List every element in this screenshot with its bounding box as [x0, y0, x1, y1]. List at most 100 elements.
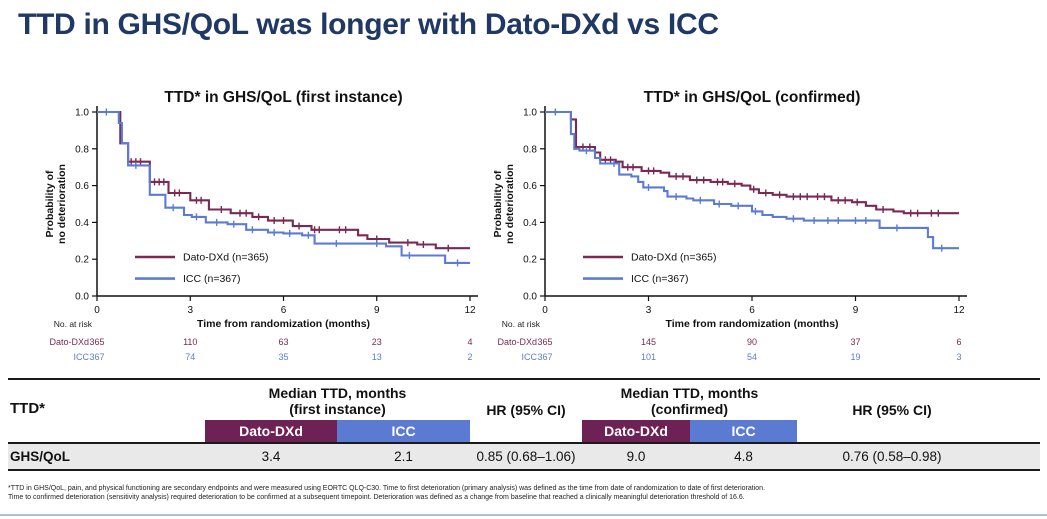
at-risk-count: 145	[641, 337, 656, 347]
footnote-line-1: *TTD in GHS/QoL, pain, and physical func…	[8, 485, 766, 492]
icc-step-line	[97, 110, 470, 264]
x-tick-label: 12	[464, 305, 476, 316]
subheader-dato-confirmed: Dato-DXd	[582, 420, 690, 442]
km-chart-first-instance: TTD* in GHS/QoL (first instance) Probabil…	[44, 89, 478, 362]
subheader-spacer	[797, 420, 987, 442]
y-tick-label: 0.2	[75, 255, 89, 266]
subheader-dato-first: Dato-DXd	[205, 420, 337, 442]
y-tick-label: 0.8	[523, 144, 537, 155]
bottom-divider	[0, 514, 1047, 516]
summary-table-subheader-row: Dato-DXd ICC Dato-DXd ICC	[8, 420, 1040, 442]
at-risk-count: 365	[537, 337, 552, 347]
icc-curve	[97, 108, 470, 267]
x-axis-label: Time from randomization (months)	[197, 318, 370, 330]
charts-row: TTD* in GHS/QoL (first instance) Probabil…	[14, 84, 1047, 376]
x-tick-label: 6	[281, 305, 287, 316]
at-risk-count: 101	[641, 352, 656, 362]
at-risk-header: No. at risk	[502, 319, 541, 329]
cell-median-icc-first: 2.1	[394, 449, 413, 464]
y-axis-label: Probability of	[44, 170, 56, 238]
km-chart-confirmed: TTD* in GHS/QoL (confirmed) Probability o…	[494, 89, 967, 362]
y-tick-label: 0.4	[75, 218, 89, 229]
group-header-line2: (confirmed)	[651, 401, 728, 418]
y-tick-label: 0.6	[523, 181, 537, 192]
at-risk-count: 90	[747, 337, 757, 347]
x-tick-label: 9	[853, 305, 859, 316]
y-tick-label: 1.0	[523, 108, 537, 119]
footnote-line-2: Time to confirmed deterioration (sensiti…	[8, 494, 745, 501]
x-tick-label: 0	[94, 305, 100, 316]
y-tick-label: 0.6	[75, 181, 89, 192]
group-header-line1: Median TTD, months	[620, 385, 759, 402]
table-group-header-confirmed: Median TTD, months (confirmed)	[582, 386, 797, 420]
dato-dxd-step-line	[97, 110, 470, 250]
cell-hr-confirmed: 0.76 (0.58–0.98)	[842, 449, 942, 464]
at-risk-count: 367	[537, 352, 552, 362]
y-axis-label: Probability of	[494, 170, 504, 238]
icc-step-line	[545, 110, 959, 250]
at-risk-count: 19	[850, 352, 860, 362]
at-risk-count: 4	[467, 337, 472, 347]
subheader-spacer	[8, 420, 205, 442]
subheader-icc-first: ICC	[337, 420, 470, 442]
x-tick-label: 3	[187, 305, 193, 316]
summary-table-header-row: TTD* Median TTD, months (first instance)…	[8, 380, 1040, 420]
summary-table: TTD* Median TTD, months (first instance)…	[8, 378, 1040, 471]
x-axis-label: Time from randomization (months)	[665, 318, 838, 330]
y-tick-label: 0.0	[523, 292, 537, 303]
y-tick-label: 1.0	[75, 108, 89, 119]
at-risk-count: 110	[183, 337, 197, 347]
table-col-header-hr-confirmed: HR (95% CI)	[852, 402, 932, 418]
x-tick-label: 9	[374, 305, 380, 316]
dato-dxd-legend-label: Dato-DXd (n=365)	[183, 251, 269, 263]
table-row-ghs-qol: GHS/QoL 3.4 2.1 0.85 (0.68–1.06) 9.0 4.8…	[8, 442, 1040, 471]
icc-legend-label: ICC (n=367)	[183, 273, 240, 285]
at-risk-count: 2	[467, 352, 472, 362]
at-risk-count: 23	[372, 337, 382, 347]
at-risk-count: 365	[89, 337, 104, 347]
row-label-ghs-qol: GHS/QoL	[10, 449, 70, 464]
at-risk-count: 37	[850, 337, 860, 347]
at-risk-count: 74	[185, 352, 195, 362]
y-tick-label: 0.0	[75, 292, 89, 303]
chart-title: TTD* in GHS/QoL (first instance)	[164, 89, 402, 106]
y-tick-label: 0.4	[523, 218, 537, 229]
subheader-spacer	[987, 420, 1040, 442]
at-risk-count: 367	[89, 352, 104, 362]
group-header-line2: (first instance)	[289, 401, 386, 418]
icc-at-risk-label: ICC	[74, 352, 90, 362]
at-risk-count: 54	[747, 352, 757, 362]
at-risk-count: 6	[956, 337, 961, 347]
icc-legend-label: ICC (n=367)	[631, 273, 688, 285]
at-risk-count: 13	[372, 352, 382, 362]
table-col-header-hr-first: HR (95% CI)	[486, 402, 566, 418]
at-risk-count: 63	[278, 337, 288, 347]
slide-title: TTD in GHS/QoL was longer with Dato-DXd …	[18, 8, 719, 41]
x-tick-label: 12	[953, 305, 965, 316]
subheader-spacer	[470, 420, 582, 442]
at-risk-count: 3	[956, 352, 961, 362]
x-tick-label: 3	[646, 305, 652, 316]
cell-median-dato-first: 3.4	[261, 449, 281, 464]
dato-dxd-legend-label: Dato-DXd (n=365)	[631, 251, 717, 263]
y-tick-label: 0.8	[75, 144, 89, 155]
dato-dxd-curve	[97, 110, 470, 252]
footnotes: *TTD in GHS/QoL, pain, and physical func…	[8, 484, 1047, 502]
cell-median-icc-confirmed: 4.8	[734, 449, 753, 464]
y-axis-label: no deterioration	[504, 164, 516, 244]
table-header-spacer	[987, 380, 1040, 420]
group-header-line1: Median TTD, months	[268, 385, 407, 402]
cell-median-dato-confirmed: 9.0	[626, 449, 646, 464]
icc-at-risk-label: ICC	[522, 352, 538, 362]
x-tick-label: 0	[542, 305, 548, 316]
table-col-header-ttd: TTD*	[10, 400, 45, 417]
chart-title: TTD* in GHS/QoL (confirmed)	[644, 89, 861, 106]
icc-curve	[545, 108, 959, 252]
at-risk-header: No. at risk	[54, 319, 93, 329]
subheader-icc-confirmed: ICC	[690, 420, 797, 442]
y-axis-label: no deterioration	[56, 164, 68, 244]
dato-dxd-at-risk-label: Dato-DXd	[497, 337, 537, 347]
cell-hr-first: 0.85 (0.68–1.06)	[476, 449, 576, 464]
y-tick-label: 0.2	[523, 255, 537, 266]
x-tick-label: 6	[749, 305, 755, 316]
